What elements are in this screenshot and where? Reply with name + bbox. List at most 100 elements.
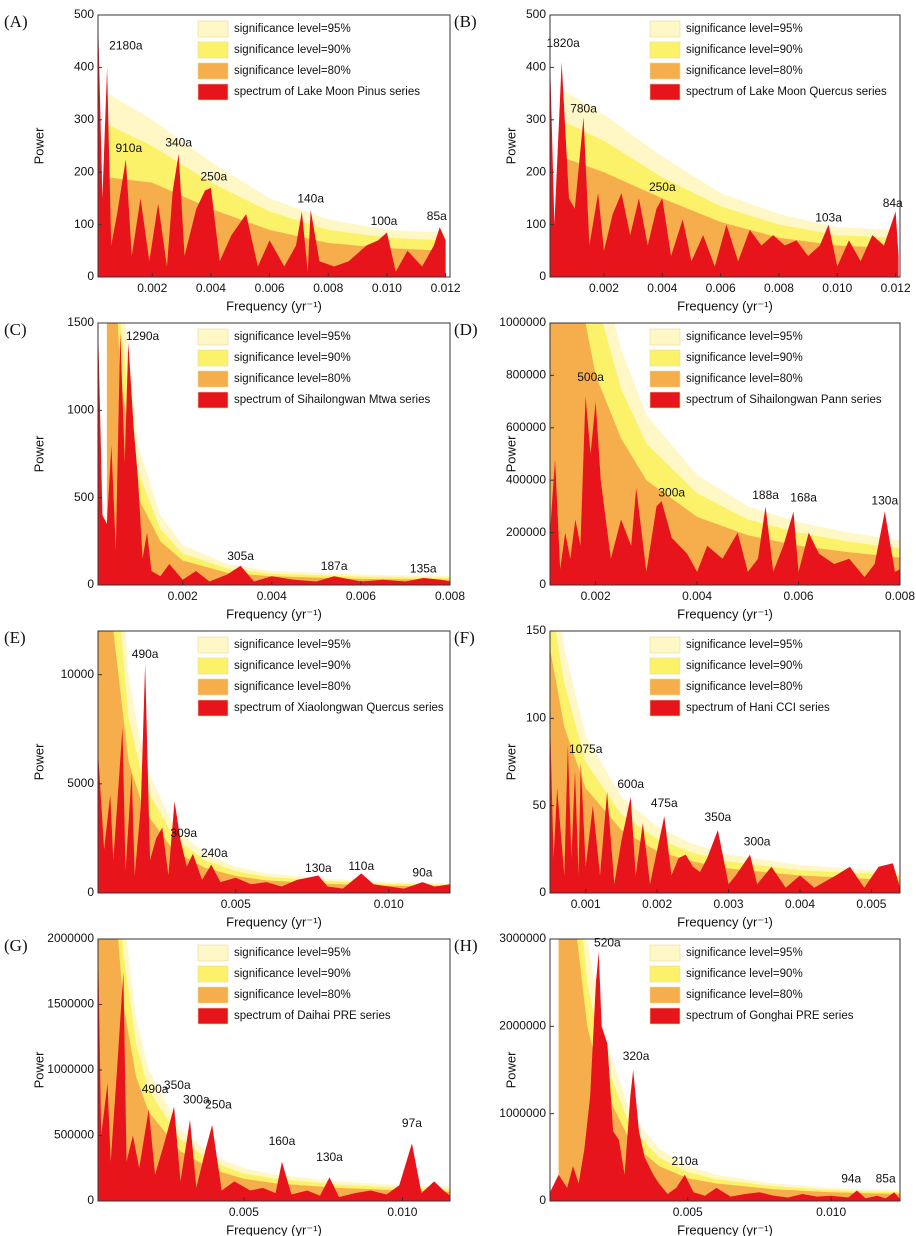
x-tick-label: 0.006: [784, 589, 814, 603]
legend-swatch: [649, 41, 681, 59]
x-tick-label: 0.010: [372, 281, 402, 295]
peak-label: 1290a: [126, 329, 160, 343]
legend-label: spectrum of Lake Moon Pinus series: [234, 86, 420, 98]
y-tick-label: 400: [74, 60, 94, 74]
x-tick-label: 0.008: [313, 281, 343, 295]
area: [98, 15, 446, 277]
legend-label: spectrum of Gonghai PRE series: [686, 1010, 854, 1022]
x-tick-label: 0.002: [581, 589, 611, 603]
legend-label: significance level=90%: [234, 968, 351, 980]
peak-label: 250a: [649, 180, 676, 194]
x-tick-label: 0.001: [571, 897, 601, 911]
y-axis-label: Power: [503, 435, 518, 473]
peak-label: 490a: [132, 647, 159, 661]
y-tick-label: 10000: [61, 667, 95, 681]
plot-frame: [549, 322, 901, 586]
x-tick-label: 0.006: [706, 281, 736, 295]
peak-label: 84a: [883, 196, 903, 210]
y-tick-label: 500: [526, 7, 546, 21]
peak-label: 320a: [623, 1049, 650, 1063]
x-axis-label: Frequency (yr⁻¹): [677, 298, 773, 313]
legend-swatch: [649, 1007, 681, 1025]
peak-label: 210a: [671, 1154, 698, 1168]
x-tick-label: 0.002: [642, 897, 672, 911]
legend-swatch: [197, 1007, 229, 1025]
peak-label: 350a: [164, 1078, 191, 1092]
legend-label: significance level=95%: [234, 639, 351, 651]
x-tick-label: 0.004: [257, 589, 287, 603]
x-tick-label: 0.006: [255, 281, 285, 295]
area: [550, 396, 900, 585]
x-axis-label: Frequency (yr⁻¹): [677, 1222, 773, 1236]
x-tick-label: 0.003: [714, 897, 744, 911]
peak-label: 780a: [570, 101, 597, 115]
peak-label: 168a: [790, 491, 817, 505]
peak-label: 300a: [744, 835, 771, 849]
peak-label: 520a: [594, 936, 621, 950]
peak-label: 250a: [201, 170, 228, 184]
peak-label: 305a: [227, 549, 254, 563]
peak-label: 309a: [170, 826, 197, 840]
legend-label: spectrum of Xiaolongwan Quercus series: [234, 702, 444, 714]
legend-swatch: [649, 349, 681, 367]
legend-label: significance level=80%: [234, 681, 351, 693]
x-tick-label: 0.012: [881, 281, 911, 295]
y-tick-label: 100: [74, 217, 94, 231]
legend-swatch: [649, 391, 681, 409]
peak-label: 350a: [705, 810, 732, 824]
legend-label: significance level=80%: [686, 681, 803, 693]
plot-area: [550, 323, 900, 585]
peak-label: 300a: [658, 485, 685, 499]
x-axis-label: Frequency (yr⁻¹): [226, 1222, 322, 1236]
peak-label: 187a: [321, 559, 348, 573]
area: [550, 56, 899, 277]
y-tick-label: 0: [539, 885, 546, 899]
y-tick-label: 200000: [506, 525, 546, 539]
plot-area: [550, 56, 899, 277]
peak-label: 130a: [316, 1150, 343, 1164]
area: [558, 939, 900, 1201]
legend-label: significance level=90%: [686, 968, 803, 980]
y-tick-label: 150: [526, 623, 546, 637]
y-tick-label: 1000000: [47, 1062, 94, 1076]
peak-label: 97a: [402, 1116, 422, 1130]
peak-label: 250a: [205, 1098, 232, 1112]
y-tick-label: 800000: [506, 368, 546, 382]
legend-label: significance level=80%: [686, 373, 803, 385]
plot-area: [98, 323, 450, 585]
y-tick-label: 500: [74, 490, 94, 504]
peak-label: 94a: [841, 1171, 861, 1185]
peak-label: 110a: [348, 859, 374, 873]
legend-swatch: [649, 678, 681, 696]
legend-swatch: [197, 41, 229, 59]
peak-label: 240a: [201, 846, 228, 860]
peak-label: 2180a: [109, 39, 143, 53]
plot-frame: [549, 14, 901, 278]
y-axis-label: Power: [503, 743, 518, 781]
x-axis-label: Frequency (yr⁻¹): [677, 606, 773, 621]
legend-label: significance level=80%: [234, 989, 351, 1001]
legend-swatch: [649, 636, 681, 654]
area: [98, 939, 450, 1201]
y-tick-label: 50: [533, 798, 547, 812]
x-axis-label: Frequency (yr⁻¹): [226, 606, 322, 621]
legend-label: significance level=95%: [234, 23, 351, 35]
x-tick-label: 0.008: [885, 589, 915, 603]
panel-label: (E): [4, 628, 26, 647]
area: [550, 952, 900, 1201]
peak-label: 1075a: [569, 742, 603, 756]
legend-label: significance level=80%: [234, 65, 351, 77]
peak-label: 1820a: [546, 36, 580, 50]
legend-swatch: [197, 657, 229, 675]
legend-swatch: [649, 370, 681, 388]
x-tick-label: 0.010: [822, 281, 852, 295]
y-tick-label: 1000000: [499, 1106, 546, 1120]
peak-label: 500a: [577, 370, 604, 384]
plot-area: [98, 15, 446, 277]
legend-label: spectrum of Hani CCI series: [686, 702, 830, 714]
y-tick-label: 1500000: [47, 997, 94, 1011]
peak-label: 300a: [183, 1092, 210, 1106]
legend-swatch: [197, 370, 229, 388]
peak-label: 600a: [617, 777, 644, 791]
legend-swatch: [197, 328, 229, 346]
